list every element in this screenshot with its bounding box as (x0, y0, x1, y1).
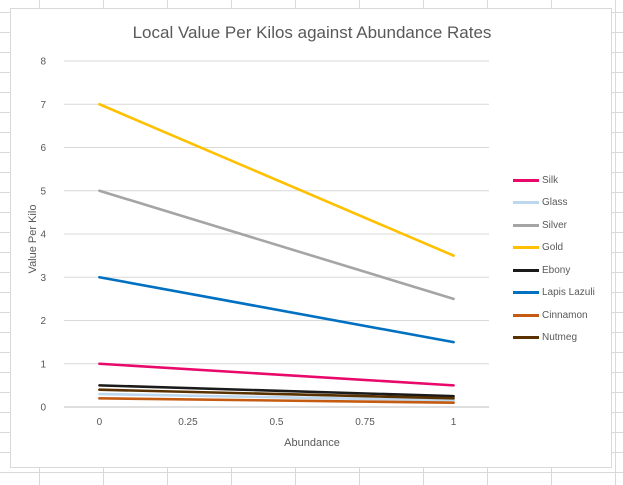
legend-item: Glass (513, 192, 595, 215)
x-tick-label: 0.25 (178, 417, 198, 428)
series-line-nutmeg (98, 388, 455, 400)
legend-item: Cinnamon (513, 304, 595, 327)
x-axis-title: Abundance (284, 437, 340, 449)
chart-title: Local Value Per Kilos against Abundance … (132, 23, 492, 42)
y-tick-label: 7 (40, 100, 46, 111)
chart-plot-svg: 0 1 2 3 4 5 6 7 8 0 0.25 0.5 0.75 1 (40, 57, 489, 428)
legend-label: Glass (542, 197, 568, 209)
legend-swatch (513, 178, 539, 182)
y-tick-label: 2 (40, 316, 46, 327)
legend-swatch (513, 201, 539, 205)
legend-label: Lapis Lazuli (542, 287, 595, 299)
legend-swatch (513, 268, 539, 272)
series-line-silk (98, 362, 455, 387)
legend-label: Cinnamon (542, 309, 588, 321)
x-tick-label: 0 (97, 417, 103, 428)
legend-item: Nutmeg (513, 327, 595, 350)
series-line-ebony (98, 384, 455, 398)
x-tick-label: 0.75 (355, 417, 375, 428)
y-tick-label: 1 (40, 359, 46, 370)
legend-label: Ebony (542, 264, 571, 276)
y-tick-label: 5 (40, 186, 46, 197)
legend-item: Gold (513, 237, 595, 260)
legend-swatch (513, 291, 539, 295)
series-line-glass (98, 392, 455, 402)
y-axis-title: Value Per Kilo (27, 204, 39, 274)
y-tick-label: 6 (40, 143, 46, 154)
legend-item: Lapis Lazuli (513, 282, 595, 305)
legend-item: Silver (513, 214, 595, 237)
legend-swatch (513, 246, 539, 250)
series-line-cinnamon (98, 397, 455, 404)
legend-label: Silver (542, 219, 568, 231)
legend-swatch (513, 223, 539, 227)
y-tick-label: 3 (40, 273, 46, 284)
legend-item: Ebony (513, 259, 595, 282)
y-tick-label: 0 (40, 403, 46, 414)
chart-area[interactable]: Local Value Per Kilos against Abundance … (10, 8, 612, 468)
legend-swatch (513, 313, 539, 317)
series-line-silver (98, 189, 455, 301)
y-tick-label: 8 (40, 57, 46, 68)
x-tick-label: 1 (451, 417, 457, 428)
series-line-lapis-lazuli (98, 275, 455, 344)
x-tick-label: 0.5 (270, 417, 284, 428)
legend-label: Gold (542, 242, 564, 254)
series-line-gold (98, 102, 455, 257)
legend-label: Silk (542, 174, 559, 186)
legend-label: Nutmeg (542, 332, 578, 344)
legend-item: Silk (513, 169, 595, 192)
chart-legend: Silk Glass Silver Gold Ebony Lapis Lazuli Cinn… (513, 169, 595, 349)
legend-swatch (513, 336, 539, 340)
y-tick-label: 4 (40, 230, 46, 241)
